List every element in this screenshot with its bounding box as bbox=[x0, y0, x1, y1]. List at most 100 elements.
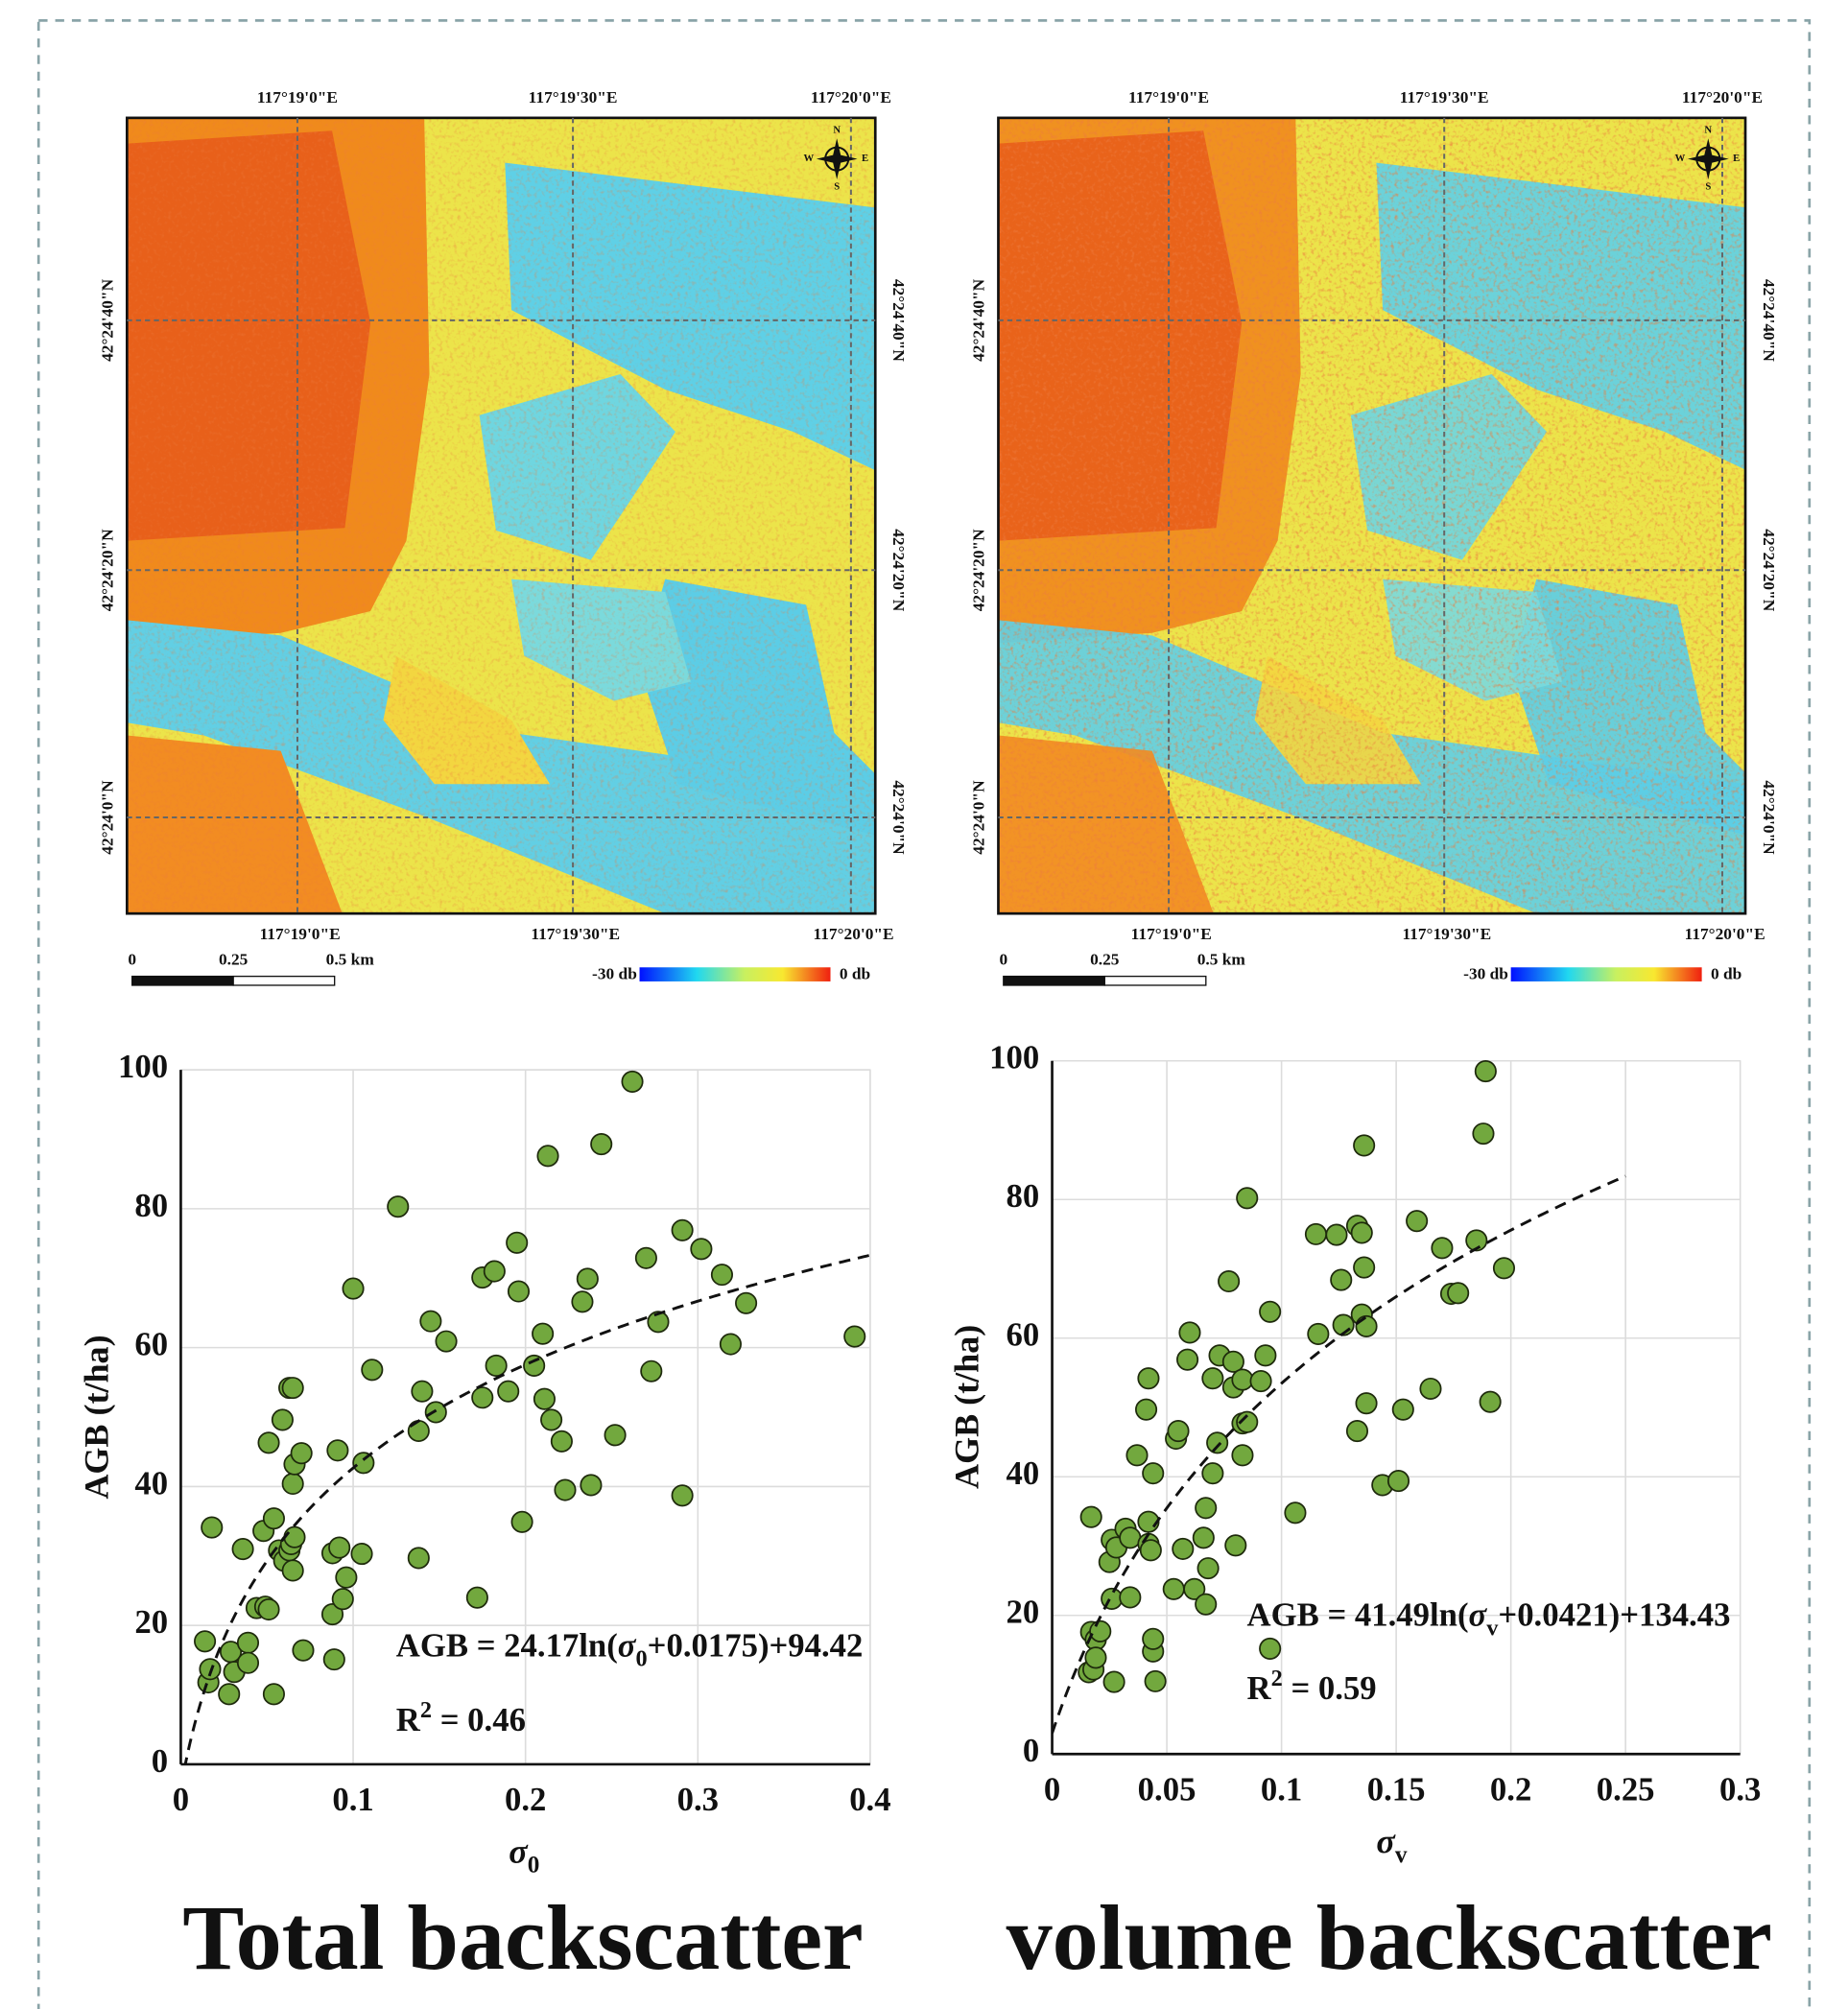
data-point bbox=[1192, 1526, 1215, 1549]
data-point bbox=[281, 1559, 304, 1582]
colorbar-label: 0 db bbox=[1711, 964, 1741, 982]
data-point bbox=[1144, 1669, 1167, 1692]
lat-label: 42°24'40"N bbox=[970, 278, 988, 361]
data-point bbox=[540, 1408, 563, 1431]
data-point bbox=[1325, 1223, 1348, 1246]
data-point bbox=[1178, 1321, 1201, 1344]
compass-letter: E bbox=[862, 153, 868, 164]
data-point bbox=[1355, 1392, 1378, 1415]
map-speckle bbox=[998, 117, 1746, 914]
data-point bbox=[1353, 1134, 1376, 1157]
compass-letter: E bbox=[1733, 153, 1740, 164]
fit-equation-part: 0 bbox=[636, 1645, 648, 1671]
map-image bbox=[998, 117, 1746, 914]
scale-label: 0.5 km bbox=[1197, 951, 1246, 969]
map-frame bbox=[997, 116, 1747, 915]
data-point bbox=[507, 1280, 531, 1303]
data-point bbox=[1218, 1269, 1241, 1293]
data-point bbox=[532, 1322, 555, 1345]
fit-curve bbox=[183, 1253, 870, 1764]
scale-label: 0.5 km bbox=[326, 951, 375, 969]
data-point bbox=[236, 1651, 260, 1674]
data-point bbox=[634, 1246, 657, 1269]
scale-bar-black bbox=[1003, 975, 1105, 986]
y-tick-label: 40 bbox=[1006, 1454, 1039, 1492]
lon-label: 117°20'0"E bbox=[811, 88, 891, 106]
data-point bbox=[1259, 1300, 1282, 1323]
data-point bbox=[506, 1231, 529, 1254]
data-point bbox=[1139, 1539, 1162, 1562]
data-point bbox=[1167, 1420, 1190, 1443]
data-point bbox=[331, 1588, 354, 1611]
y-tick-label: 0 bbox=[152, 1742, 168, 1780]
lat-label: 42°24'40"N bbox=[889, 279, 908, 362]
scale-bar-white bbox=[1103, 975, 1207, 986]
lon-label: 117°19'30"E bbox=[1400, 88, 1489, 106]
data-point bbox=[554, 1478, 577, 1501]
x-axis-label-part: σ bbox=[1376, 1822, 1396, 1860]
scale-label: 0 bbox=[999, 951, 1007, 969]
fit-equation-part: v bbox=[1486, 1615, 1499, 1641]
y-tick-label: 100 bbox=[989, 1039, 1039, 1076]
data-point bbox=[194, 1630, 217, 1653]
x-tick-label: 0.3 bbox=[1719, 1770, 1761, 1808]
data-point bbox=[1353, 1256, 1376, 1279]
scale-label: 0.25 bbox=[219, 951, 249, 969]
compass-letter: W bbox=[803, 153, 814, 164]
scale-label: 0.25 bbox=[1090, 951, 1120, 969]
data-point bbox=[1304, 1222, 1328, 1245]
data-point bbox=[361, 1359, 384, 1382]
y-axis-label: AGB (t/ha) bbox=[947, 1325, 985, 1489]
x-tick-label: 0 bbox=[1044, 1770, 1060, 1808]
data-point bbox=[1345, 1420, 1369, 1443]
data-point bbox=[1474, 1060, 1497, 1083]
compass-letter: N bbox=[833, 125, 841, 136]
lat-label: 42°24'0"N bbox=[970, 780, 988, 855]
data-point bbox=[201, 1516, 224, 1539]
data-point bbox=[435, 1330, 458, 1353]
lat-label: 42°24'20"N bbox=[889, 529, 908, 611]
fit-equation: AGB = 41.49ln(σv+0.0421)+134.43 bbox=[1247, 1596, 1731, 1642]
data-point bbox=[1386, 1470, 1410, 1493]
data-point bbox=[1236, 1187, 1259, 1210]
y-tick-label: 60 bbox=[134, 1326, 168, 1363]
map-frame bbox=[126, 116, 877, 915]
data-point bbox=[1201, 1462, 1224, 1485]
data-point bbox=[281, 1472, 304, 1496]
fit-equation-part: σ bbox=[1469, 1596, 1488, 1634]
data-point bbox=[497, 1380, 520, 1403]
data-point bbox=[292, 1639, 315, 1662]
r-squared-part: R bbox=[396, 1701, 421, 1738]
data-point bbox=[1125, 1444, 1149, 1467]
r-squared-part: = 0.59 bbox=[1283, 1669, 1377, 1707]
lon-label: 117°19'30"E bbox=[1402, 925, 1491, 943]
data-point bbox=[218, 1683, 241, 1706]
data-point bbox=[1330, 1268, 1353, 1291]
lon-label: 117°19'30"E bbox=[529, 88, 618, 106]
data-point bbox=[290, 1442, 313, 1465]
data-point bbox=[536, 1145, 559, 1168]
data-point bbox=[533, 1387, 556, 1410]
data-point bbox=[407, 1419, 430, 1443]
data-point bbox=[1142, 1462, 1165, 1485]
data-point bbox=[236, 1631, 260, 1654]
data-point bbox=[471, 1386, 494, 1409]
map-image bbox=[127, 117, 876, 914]
data-point bbox=[1084, 1646, 1107, 1669]
fit-equation-part: σ bbox=[618, 1627, 637, 1665]
data-point bbox=[328, 1536, 351, 1559]
data-point bbox=[1350, 1221, 1373, 1244]
fit-equation-part: +0.0421)+134.43 bbox=[1498, 1596, 1730, 1634]
x-tick-label: 0.2 bbox=[505, 1781, 546, 1818]
lat-label: 42°24'0"N bbox=[1760, 780, 1778, 855]
x-axis-label-part: 0 bbox=[528, 1853, 540, 1879]
x-tick-label: 0.05 bbox=[1138, 1770, 1196, 1808]
r-squared: R2 = 0.46 bbox=[396, 1697, 526, 1738]
data-point bbox=[411, 1380, 434, 1403]
data-point bbox=[735, 1291, 758, 1314]
data-point bbox=[1221, 1350, 1244, 1373]
x-tick-label: 0.2 bbox=[1490, 1770, 1531, 1808]
fit-equation-part: AGB = 24.17ln( bbox=[396, 1627, 618, 1665]
colorbar-label: 0 db bbox=[840, 964, 870, 982]
